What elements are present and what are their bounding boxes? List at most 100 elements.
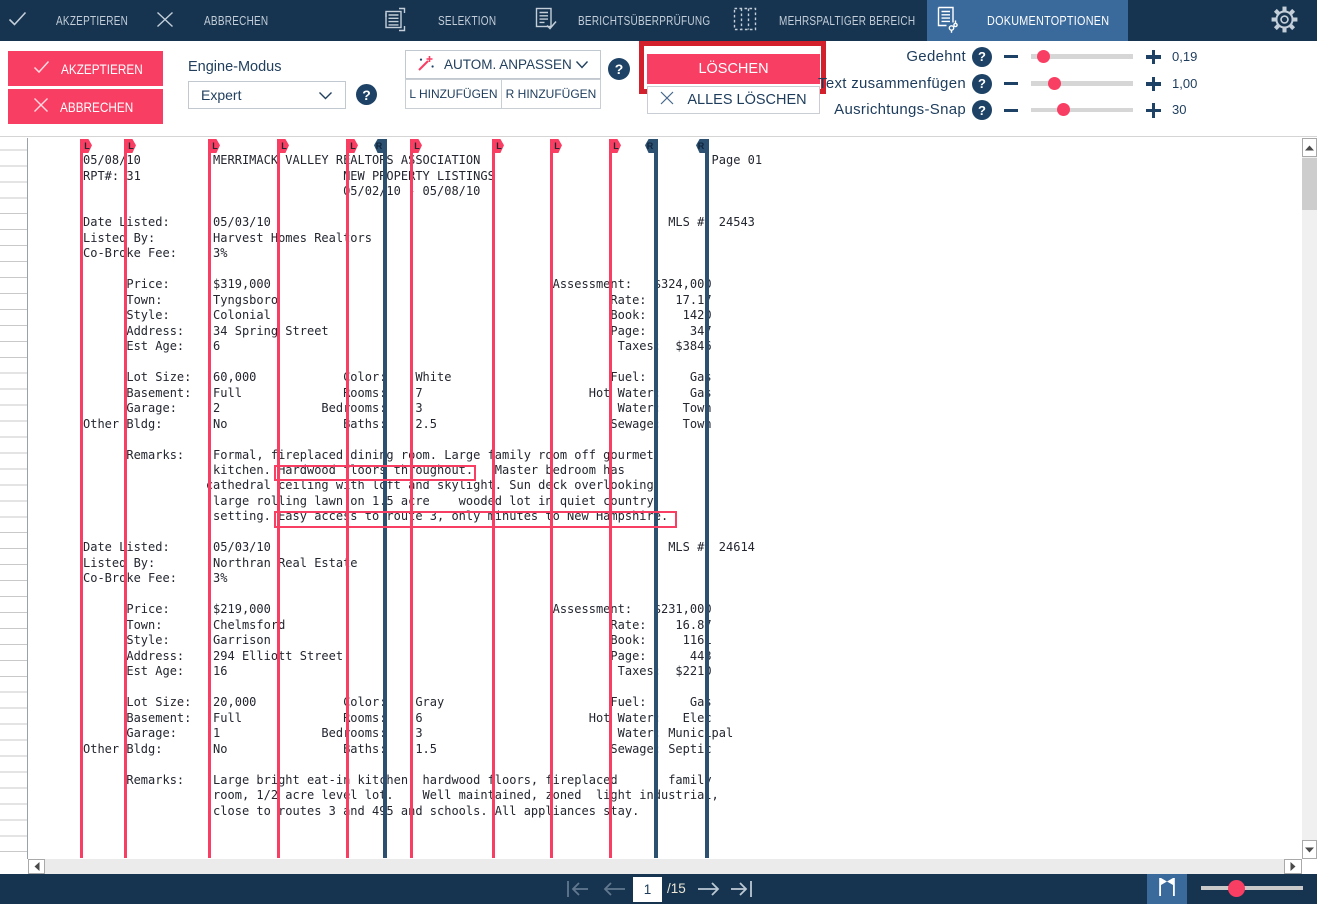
vertical-scrollbar[interactable] [1302,138,1317,859]
next-page-button[interactable] [696,878,720,900]
separator-flag-r[interactable]: R [696,139,706,153]
horizontal-scrollbar[interactable] [28,859,1302,874]
left-column-separator[interactable] [549,139,553,858]
left-column-separator[interactable] [207,139,211,858]
x-icon [33,97,49,116]
separator-flag-l[interactable]: L [82,139,92,153]
multicolumn-region-icon [733,7,757,34]
separator-flag-l[interactable]: L [279,139,289,153]
minus-icon[interactable] [1004,108,1018,112]
left-column-separator[interactable] [608,139,612,858]
check-icon [8,11,27,30]
separator-flag-l[interactable]: L [348,139,358,153]
right-column-separator[interactable] [654,139,658,858]
separator-flag-l[interactable]: L [210,139,220,153]
magic-wand-icon [417,55,434,75]
navbar-item-accept[interactable]: AKZEPTIEREN [8,0,146,41]
add-right-separator-button[interactable]: R HINZUFÜGEN [501,79,601,109]
separator-flag-l[interactable]: L [494,139,504,153]
delete-all-button[interactable]: ALLES LÖSCHEN [647,86,820,114]
scroll-right-button[interactable] [1284,859,1302,874]
alignment-snap-help-button[interactable]: ? [972,100,992,120]
auto-fit-select[interactable]: AUTOM. ANPASSEN [405,50,601,79]
navbar-item-selection[interactable]: SELEKTION [385,0,511,41]
navbar-item-report-review[interactable]: BERICHTSÜBERPRÜFUNG [535,0,743,41]
alignment-snap-slider-row: Ausrichtungs-Snap ? 30 [770,99,1200,121]
engine-mode-help-button[interactable]: ? [356,84,377,105]
first-page-button[interactable] [566,878,590,900]
navbar-item-document-options[interactable]: DOKUMENTOPTIONEN [927,0,1128,41]
navbar-item-label: BERICHTSÜBERPRÜFUNG [578,13,711,28]
fit-width-toggle-button[interactable] [1147,874,1187,904]
vertical-scrollbar-thumb[interactable] [1302,158,1317,210]
cancel-button[interactable]: ABBRECHEN [8,89,163,124]
document-viewport: 05/08/10 MERRIMACK VALLEY REALTORS ASSOC… [0,138,1302,859]
navbar-item-label: MEHRSPALTIGER BEREICH [779,13,916,28]
separator-flag-r[interactable]: R [374,139,384,153]
right-column-separator[interactable] [383,139,387,858]
plus-icon-bar [1151,76,1156,91]
slider-thumb[interactable] [1048,76,1061,90]
merge-text-value: 1,00 [1172,75,1198,91]
zoom-slider[interactable] [1201,879,1303,897]
engine-mode-select[interactable]: Expert [188,81,346,109]
fit-width-icon [1156,876,1178,903]
alignment-snap-slider[interactable] [1031,103,1133,116]
left-column-separator[interactable] [409,139,413,858]
separator-flag-l[interactable]: L [552,139,562,153]
scroll-left-button[interactable] [28,859,45,874]
navbar-item-cancel[interactable]: ABBRECHEN [156,0,285,41]
minus-icon[interactable] [1004,55,1018,58]
navbar-item-label: ABBRECHEN [204,13,269,28]
selection-icon [385,7,406,35]
separator-flag-r[interactable]: R [645,139,655,153]
minus-icon[interactable] [1004,82,1018,85]
delete-all-label: ALLES LÖSCHEN [687,92,807,108]
merge-text-slider-row: Text zusammenfügen ? 1,00 [770,73,1200,95]
left-column-separator[interactable] [276,139,280,858]
gear-icon [1271,6,1298,37]
auto-fit-label: AUTOM. ANPASSEN [444,57,572,72]
scroll-up-button[interactable] [1302,138,1317,157]
separator-flag-l[interactable]: L [126,139,136,153]
plus-icon-bar [1151,103,1156,118]
slider-thumb[interactable] [1057,103,1070,116]
last-page-button[interactable] [730,878,754,900]
auto-fit-help-button[interactable]: ? [608,58,630,80]
page-number-input[interactable]: 1 [633,877,662,902]
navbar-item-multicolumn-region[interactable]: MEHRSPALTIGER BEREICH [733,0,949,41]
scanned-document-text: 05/08/10 MERRIMACK VALLEY REALTORS ASSOC… [83,153,763,818]
text-highlight-box[interactable] [274,510,677,528]
add-left-label: L HINZUFÜGEN [409,87,498,101]
stretched-slider-row: Gedehnt ? 0,19 [770,46,1200,68]
text-highlight-box[interactable] [274,464,476,481]
slider-thumb[interactable] [1037,49,1050,63]
stretched-slider[interactable] [1031,49,1133,63]
left-column-separator[interactable] [79,139,83,858]
previous-page-button[interactable] [602,878,626,900]
stretched-help-button[interactable]: ? [972,46,992,67]
delete-button[interactable]: LÖSCHEN [647,54,820,84]
cancel-button-label: ABBRECHEN [60,98,134,115]
x-icon [660,91,674,109]
row-marker-gutter[interactable] [0,138,28,859]
merge-text-slider[interactable] [1031,76,1133,90]
toolbar: AKZEPTIEREN ABBRECHEN Engine-Modus Exper… [0,41,1317,137]
page-total-label: /15 [667,881,686,896]
top-navbar: AKZEPTIEREN ABBRECHEN SELEKTION [0,0,1317,41]
document-options-icon [937,6,961,36]
left-column-separator[interactable] [491,139,495,858]
add-left-separator-button[interactable]: L HINZUFÜGEN [405,79,502,109]
left-column-separator[interactable] [345,139,349,858]
left-column-separator[interactable] [123,139,127,858]
alignment-snap-label: Ausrichtungs-Snap [834,101,966,118]
zoom-slider-thumb[interactable] [1228,879,1245,897]
scroll-down-button[interactable] [1302,840,1317,859]
check-icon [33,60,50,77]
settings-gear-button[interactable] [1271,6,1298,38]
merge-text-help-button[interactable]: ? [972,73,992,94]
separator-flag-l[interactable]: L [412,139,422,153]
right-column-separator[interactable] [705,139,709,858]
separator-flag-l[interactable]: L [611,139,621,153]
accept-button[interactable]: AKZEPTIEREN [8,51,163,86]
